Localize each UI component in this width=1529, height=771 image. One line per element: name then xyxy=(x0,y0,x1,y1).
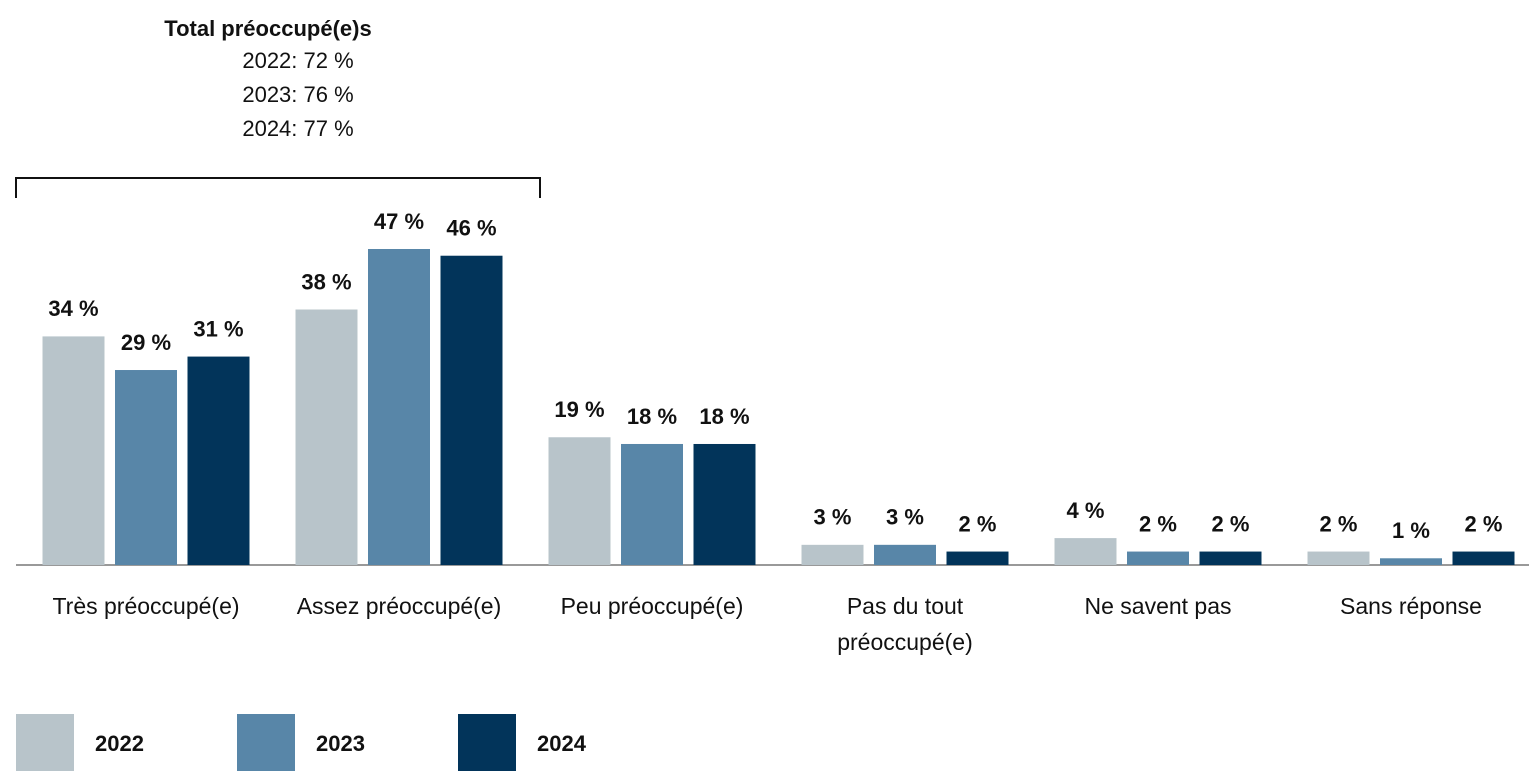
x-tick-label: Ne savent pas xyxy=(1084,593,1232,619)
value-label: 2 % xyxy=(1320,511,1358,536)
bar xyxy=(1380,558,1442,565)
value-label: 3 % xyxy=(886,505,924,530)
bar xyxy=(295,309,358,565)
value-label: 1 % xyxy=(1392,518,1430,543)
value-label: 19 % xyxy=(554,397,604,422)
value-label: 18 % xyxy=(627,404,677,429)
legend-label: 2022 xyxy=(95,731,144,756)
bar xyxy=(548,437,611,565)
bar xyxy=(187,356,250,565)
bar xyxy=(946,551,1009,565)
bar xyxy=(801,544,864,565)
bar xyxy=(1054,538,1117,565)
legend-swatch xyxy=(16,714,74,771)
bar xyxy=(1127,551,1189,565)
bar xyxy=(368,249,430,565)
x-tick-label: Sans réponse xyxy=(1340,593,1482,619)
bracket xyxy=(15,177,541,198)
value-label: 47 % xyxy=(374,209,424,234)
bar xyxy=(115,370,177,565)
annotation-line: 2022: 72 % xyxy=(242,48,353,73)
bar xyxy=(693,443,756,565)
value-label: 18 % xyxy=(699,404,749,429)
bar xyxy=(42,336,105,565)
legend-label: 2024 xyxy=(537,731,587,756)
bar xyxy=(621,443,683,565)
value-label: 4 % xyxy=(1067,498,1105,523)
bar xyxy=(874,544,936,565)
legend-swatch xyxy=(237,714,295,771)
x-tick-label: Assez préoccupé(e) xyxy=(296,593,502,619)
legend-label: 2023 xyxy=(316,731,365,756)
x-tick-label: Peu préoccupé(e) xyxy=(560,593,744,619)
value-label: 38 % xyxy=(301,269,351,294)
value-label: 2 % xyxy=(959,511,997,536)
bar xyxy=(1452,551,1515,565)
value-label: 31 % xyxy=(193,316,243,341)
annotation-line: 2023: 76 % xyxy=(242,82,353,107)
value-label: 2 % xyxy=(1465,511,1503,536)
bar xyxy=(1199,551,1262,565)
value-label: 46 % xyxy=(446,216,496,241)
value-label: 2 % xyxy=(1139,511,1177,536)
value-label: 2 % xyxy=(1212,511,1250,536)
annotation-line: 2024: 77 % xyxy=(242,116,353,141)
value-label: 29 % xyxy=(121,330,171,355)
x-tick-label: Très préoccupé(e) xyxy=(52,593,240,619)
annotation-title: Total préoccupé(e)s xyxy=(164,16,371,41)
value-label: 34 % xyxy=(48,296,98,321)
value-label: 3 % xyxy=(814,505,852,530)
bar xyxy=(440,255,503,566)
x-tick-label: Pas du tout préoccupé(e) xyxy=(837,593,973,655)
legend-swatch xyxy=(458,714,516,771)
bar xyxy=(1307,551,1370,565)
